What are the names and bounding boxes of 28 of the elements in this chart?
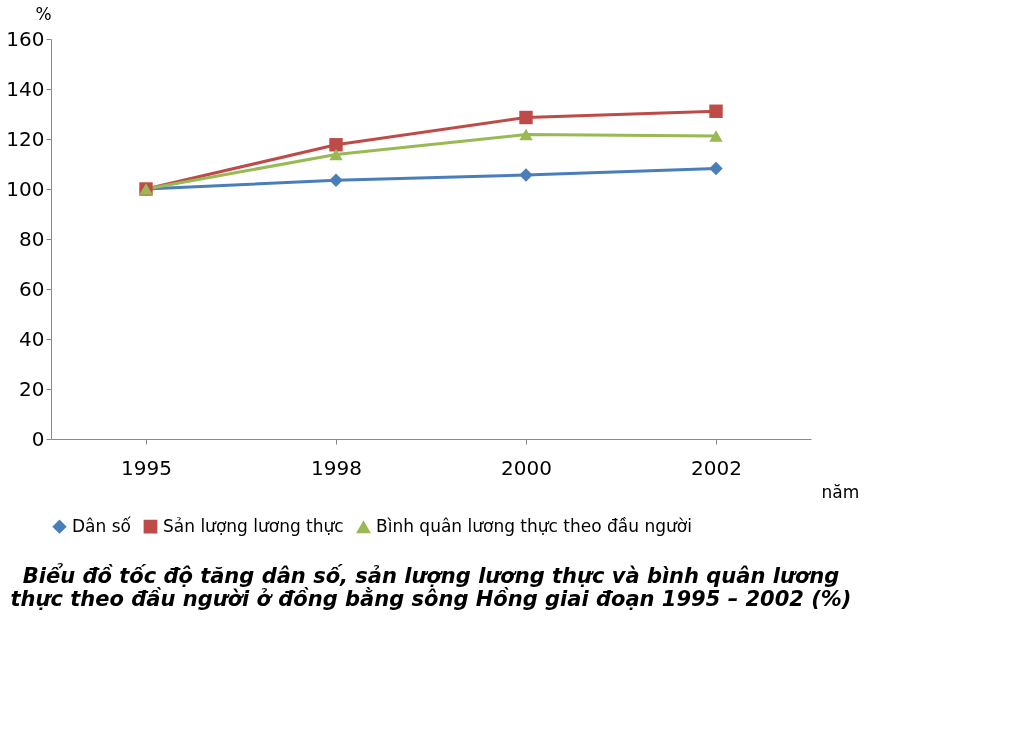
y-tick-label: 140 [6, 76, 45, 101]
y-tick-label: 80 [19, 226, 45, 251]
x-axis-title: năm [821, 481, 860, 502]
x-tick-label: 1995 [121, 455, 172, 480]
x-tick-label: 2002 [691, 455, 742, 480]
legend-label: Bình quân lương thực theo đầu người [376, 516, 692, 537]
legend-label: Dân số [72, 515, 132, 536]
x-tick-label: 1998 [311, 455, 362, 480]
point [519, 128, 533, 141]
legend-label: Sản lượng lương thực [163, 515, 344, 536]
point [709, 161, 723, 176]
point [329, 173, 343, 187]
point [709, 130, 723, 142]
y-tick-label: 100 [6, 176, 45, 201]
point [709, 104, 723, 118]
point [519, 110, 533, 125]
y-axis-title: % [35, 3, 52, 24]
y-tick-label: 0 [31, 426, 45, 451]
y-tick-label: 60 [19, 276, 45, 301]
x-tick-label: 2000 [501, 455, 552, 480]
point [329, 148, 343, 161]
y-tick-label: 40 [19, 326, 45, 351]
y-tick-label: 160 [6, 26, 45, 51]
y-tick-label: 20 [19, 376, 45, 401]
point [329, 138, 343, 152]
point [519, 168, 533, 182]
y-tick-label: 120 [6, 126, 45, 151]
text: Biểu đồ tốc độ tăng dân số, sản lượng lương thực và bình quân lương thực theo đầu người ở đồng bằng sông Hồng giai đoạn 1995 – 2002 (%) [10, 563, 852, 611]
